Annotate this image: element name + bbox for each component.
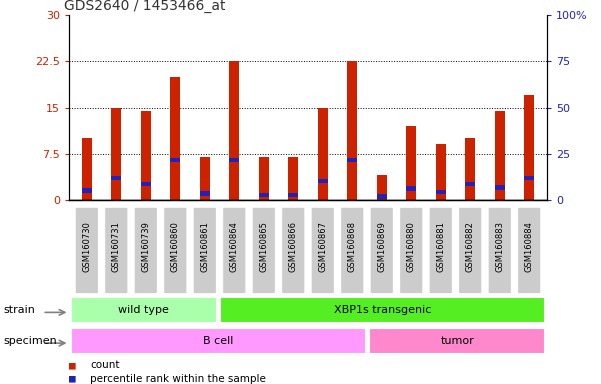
Text: GSM160860: GSM160860 [171, 221, 180, 272]
Text: GSM160880: GSM160880 [407, 221, 416, 272]
Bar [229, 61, 239, 200]
Bar [347, 61, 358, 200]
Text: GSM160867: GSM160867 [319, 221, 328, 272]
Bar [111, 108, 121, 200]
Text: percentile rank within the sample: percentile rank within the sample [90, 374, 266, 384]
Text: B cell: B cell [203, 336, 234, 346]
Bar [377, 175, 387, 200]
Bar [288, 157, 299, 200]
FancyBboxPatch shape [222, 207, 246, 294]
Bar [524, 176, 534, 180]
Text: XBP1s transgenic: XBP1s transgenic [334, 305, 432, 315]
Bar [170, 77, 180, 200]
FancyBboxPatch shape [459, 207, 482, 294]
FancyBboxPatch shape [311, 207, 334, 294]
Text: GDS2640 / 1453466_at: GDS2640 / 1453466_at [64, 0, 226, 13]
FancyBboxPatch shape [70, 328, 366, 354]
FancyBboxPatch shape [370, 207, 394, 294]
FancyBboxPatch shape [75, 207, 99, 294]
Text: ■: ■ [69, 360, 76, 370]
Text: GSM160881: GSM160881 [436, 221, 445, 272]
Text: wild type: wild type [118, 305, 169, 315]
Text: GSM160883: GSM160883 [495, 221, 504, 272]
Bar [347, 157, 358, 162]
Text: ■: ■ [69, 374, 76, 384]
Bar [377, 194, 387, 199]
Bar [495, 185, 505, 190]
Bar [141, 182, 151, 187]
FancyBboxPatch shape [341, 207, 364, 294]
Bar [111, 176, 121, 180]
Text: specimen: specimen [3, 336, 56, 346]
Bar [258, 157, 269, 200]
Text: GSM160866: GSM160866 [288, 221, 297, 272]
Bar [406, 187, 416, 191]
Text: GSM160864: GSM160864 [230, 221, 239, 272]
Bar [436, 144, 446, 200]
Bar [317, 108, 328, 200]
Bar [465, 138, 475, 200]
FancyBboxPatch shape [220, 297, 546, 323]
FancyBboxPatch shape [369, 328, 546, 354]
Bar [170, 157, 180, 162]
Text: GSM160739: GSM160739 [141, 221, 150, 272]
Bar [406, 126, 416, 200]
FancyBboxPatch shape [400, 207, 423, 294]
Bar [229, 157, 239, 162]
Text: GSM160865: GSM160865 [259, 221, 268, 272]
Bar [317, 179, 328, 184]
Bar [200, 157, 210, 200]
Bar [495, 111, 505, 200]
FancyBboxPatch shape [282, 207, 305, 294]
Bar [436, 190, 446, 194]
FancyBboxPatch shape [193, 207, 216, 294]
Bar [200, 191, 210, 196]
Bar [465, 182, 475, 187]
Text: GSM160868: GSM160868 [348, 221, 357, 272]
Text: GSM160882: GSM160882 [466, 221, 475, 272]
FancyBboxPatch shape [70, 297, 217, 323]
Bar [82, 188, 92, 193]
Bar [258, 193, 269, 197]
FancyBboxPatch shape [134, 207, 157, 294]
Bar [82, 138, 92, 200]
Bar [524, 95, 534, 200]
Bar [288, 193, 299, 197]
FancyBboxPatch shape [163, 207, 187, 294]
Text: strain: strain [3, 305, 35, 315]
FancyBboxPatch shape [252, 207, 275, 294]
Text: count: count [90, 360, 120, 370]
Text: GSM160869: GSM160869 [377, 221, 386, 272]
Text: GSM160861: GSM160861 [200, 221, 209, 272]
FancyBboxPatch shape [429, 207, 453, 294]
FancyBboxPatch shape [105, 207, 128, 294]
FancyBboxPatch shape [517, 207, 541, 294]
Text: GSM160884: GSM160884 [525, 221, 534, 272]
Text: GSM160731: GSM160731 [112, 221, 121, 272]
Text: GSM160730: GSM160730 [82, 221, 91, 272]
Text: tumor: tumor [441, 336, 474, 346]
FancyBboxPatch shape [488, 207, 511, 294]
Bar [141, 111, 151, 200]
